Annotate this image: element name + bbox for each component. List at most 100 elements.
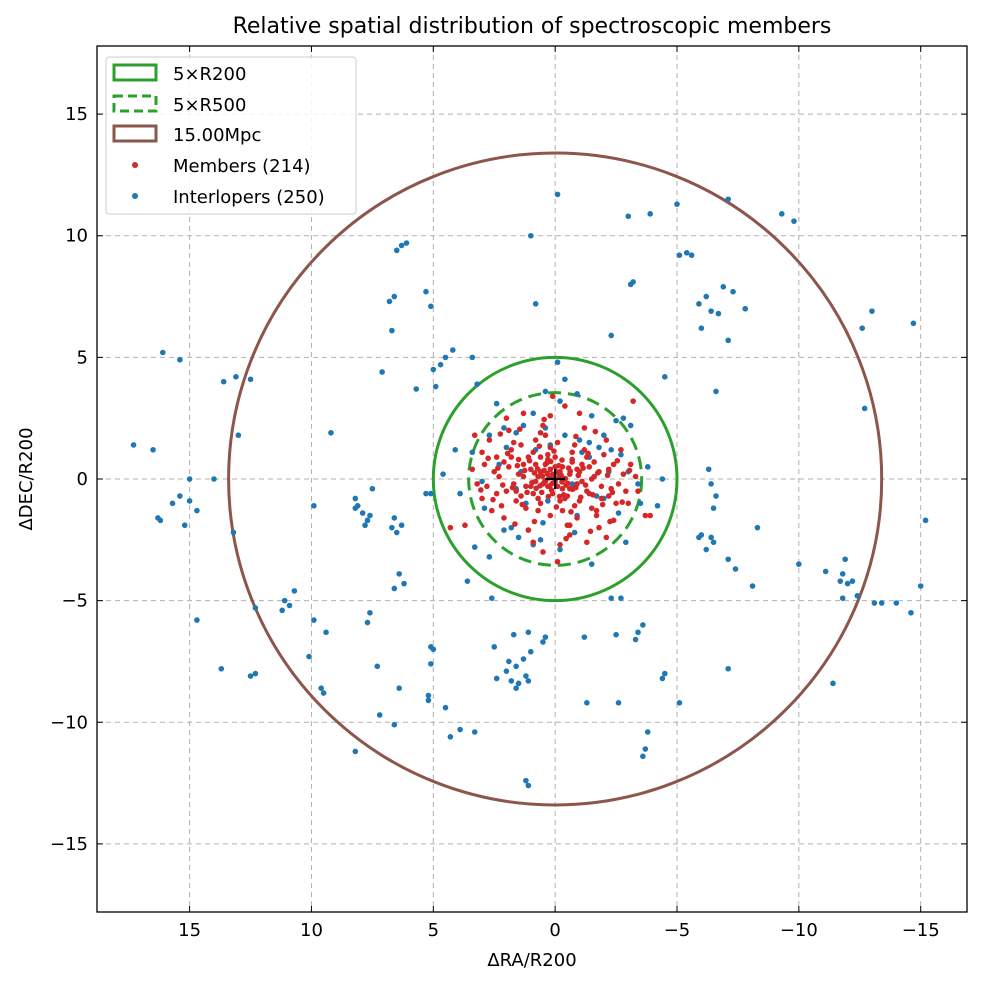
interloper-point	[352, 748, 359, 755]
interloper-point	[542, 388, 549, 395]
member-point	[604, 472, 611, 479]
member-point	[587, 528, 594, 535]
legend-label-r200: 5×R200	[173, 64, 246, 85]
interloper-point	[732, 566, 739, 572]
interloper-point	[252, 670, 259, 677]
interloper-point	[601, 432, 607, 439]
interloper-point	[742, 305, 749, 312]
interloper-point	[506, 658, 512, 665]
interloper-point	[437, 361, 444, 368]
member-point	[619, 499, 625, 505]
member-point	[601, 451, 607, 458]
interloper-point	[186, 498, 193, 504]
interloper-point	[839, 595, 846, 601]
interloper-point	[696, 301, 702, 307]
member-point	[479, 449, 485, 456]
interloper-point	[527, 232, 534, 239]
member-point	[520, 461, 527, 468]
interloper-point	[922, 517, 929, 524]
member-point	[586, 464, 593, 470]
interloper-point	[720, 284, 727, 290]
legend-swatch-r500	[112, 94, 158, 113]
member-point	[627, 461, 634, 468]
interloper-point	[428, 303, 434, 310]
member-point	[533, 485, 539, 492]
interloper-point	[447, 734, 454, 740]
member-point	[542, 432, 549, 439]
interloper-point	[849, 578, 856, 584]
legend-swatch-15mpc	[112, 124, 158, 143]
member-point	[610, 461, 617, 468]
interloper-point	[398, 522, 405, 529]
interloper-point	[503, 668, 510, 674]
interloper-point	[530, 410, 537, 417]
interloper-point	[389, 327, 395, 334]
interloper-point	[625, 213, 632, 220]
interloper-point	[220, 378, 227, 385]
member-point	[579, 478, 585, 485]
interloper-point	[181, 522, 188, 529]
member-point	[530, 539, 537, 546]
member-point	[598, 495, 605, 502]
member-point	[513, 488, 519, 494]
interloper-point	[428, 490, 434, 497]
member-point	[490, 496, 496, 503]
member-point	[532, 437, 539, 443]
interloper-point	[715, 310, 722, 317]
interloper-point	[854, 592, 861, 599]
interloper-point	[281, 597, 288, 604]
interloper-point	[635, 629, 641, 636]
member-point	[534, 465, 541, 472]
interloper-point	[576, 437, 583, 443]
member-point	[535, 507, 541, 514]
member-point	[576, 410, 583, 417]
interloper-point	[279, 607, 286, 614]
member-point	[547, 412, 554, 419]
member-point	[485, 455, 491, 462]
member-point	[565, 480, 571, 487]
interloper-point	[286, 602, 293, 609]
member-point	[527, 466, 534, 473]
member-point	[493, 454, 500, 460]
member-point	[569, 456, 576, 463]
interloper-point	[861, 405, 868, 412]
y-tick-label: −5	[61, 591, 88, 612]
interloper-point	[640, 753, 646, 760]
interloper-point	[571, 529, 578, 536]
interloper-point	[311, 617, 317, 623]
interloper-point	[859, 325, 866, 331]
circle-15-00mpc	[227, 151, 884, 807]
interloper-point	[791, 218, 797, 224]
interloper-point	[391, 585, 398, 592]
member-point	[508, 447, 515, 453]
interloper-point	[725, 196, 731, 203]
interloper-point	[703, 293, 710, 300]
y-tick-label: −10	[50, 712, 88, 733]
member-point	[447, 524, 454, 531]
interloper-point	[364, 619, 371, 626]
interloper-point	[608, 595, 615, 601]
member-point	[563, 535, 569, 542]
interloper-point	[396, 571, 402, 577]
member-point	[484, 483, 490, 490]
interloper-point	[323, 629, 329, 636]
member-point	[559, 457, 565, 463]
member-point	[540, 422, 546, 429]
member-point	[574, 515, 580, 521]
member-point	[571, 502, 578, 509]
interloper-point	[615, 699, 622, 706]
member-point	[584, 539, 590, 546]
member-point	[623, 488, 629, 494]
legend-label-r500: 5×R500	[173, 95, 246, 116]
interloper-point	[588, 561, 595, 567]
interloper-point	[525, 678, 532, 684]
interloper-point	[688, 252, 695, 259]
member-point	[625, 500, 632, 507]
interloper-point	[910, 320, 917, 327]
member-point	[481, 461, 488, 468]
member-point	[573, 433, 579, 440]
interloper-point	[291, 588, 298, 594]
interloper-point	[379, 369, 385, 375]
interloper-point	[352, 505, 359, 511]
interloper-point	[708, 534, 714, 541]
